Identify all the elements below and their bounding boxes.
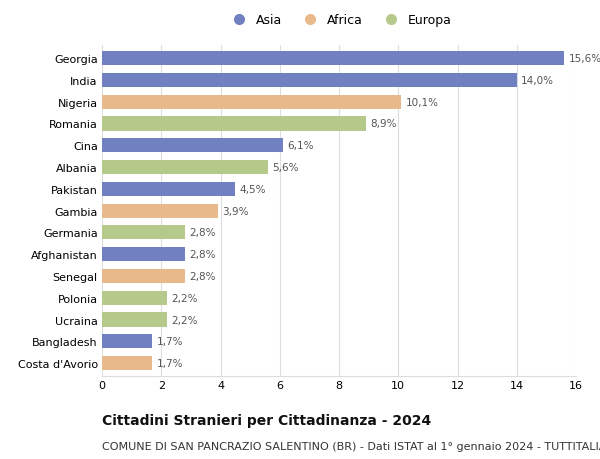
Bar <box>102 269 185 283</box>
Text: 2,2%: 2,2% <box>172 315 198 325</box>
Bar <box>102 335 152 349</box>
Text: 2,2%: 2,2% <box>172 293 198 303</box>
Bar <box>102 204 218 218</box>
Text: 2,8%: 2,8% <box>190 228 216 238</box>
Text: Cittadini Stranieri per Cittadinanza - 2024: Cittadini Stranieri per Cittadinanza - 2… <box>102 413 431 427</box>
Text: 8,9%: 8,9% <box>370 119 397 129</box>
Bar <box>102 313 167 327</box>
Legend: Asia, Africa, Europa: Asia, Africa, Europa <box>221 9 457 32</box>
Text: COMUNE DI SAN PANCRAZIO SALENTINO (BR) - Dati ISTAT al 1° gennaio 2024 - TUTTITA: COMUNE DI SAN PANCRAZIO SALENTINO (BR) -… <box>102 441 600 451</box>
Text: 1,7%: 1,7% <box>157 336 184 347</box>
Bar <box>102 247 185 262</box>
Bar <box>102 356 152 370</box>
Bar <box>102 182 235 196</box>
Text: 5,6%: 5,6% <box>272 162 299 173</box>
Bar <box>102 73 517 88</box>
Bar <box>102 291 167 305</box>
Text: 14,0%: 14,0% <box>521 76 554 86</box>
Text: 10,1%: 10,1% <box>406 97 439 107</box>
Bar <box>102 139 283 153</box>
Text: 15,6%: 15,6% <box>569 54 600 64</box>
Text: 4,5%: 4,5% <box>240 185 266 195</box>
Bar <box>102 95 401 110</box>
Bar <box>102 117 365 131</box>
Bar <box>102 226 185 240</box>
Bar <box>102 161 268 175</box>
Text: 2,8%: 2,8% <box>190 271 216 281</box>
Bar <box>102 52 564 66</box>
Text: 2,8%: 2,8% <box>190 250 216 260</box>
Text: 3,9%: 3,9% <box>222 206 248 216</box>
Text: 6,1%: 6,1% <box>287 141 314 151</box>
Text: 1,7%: 1,7% <box>157 358 184 368</box>
